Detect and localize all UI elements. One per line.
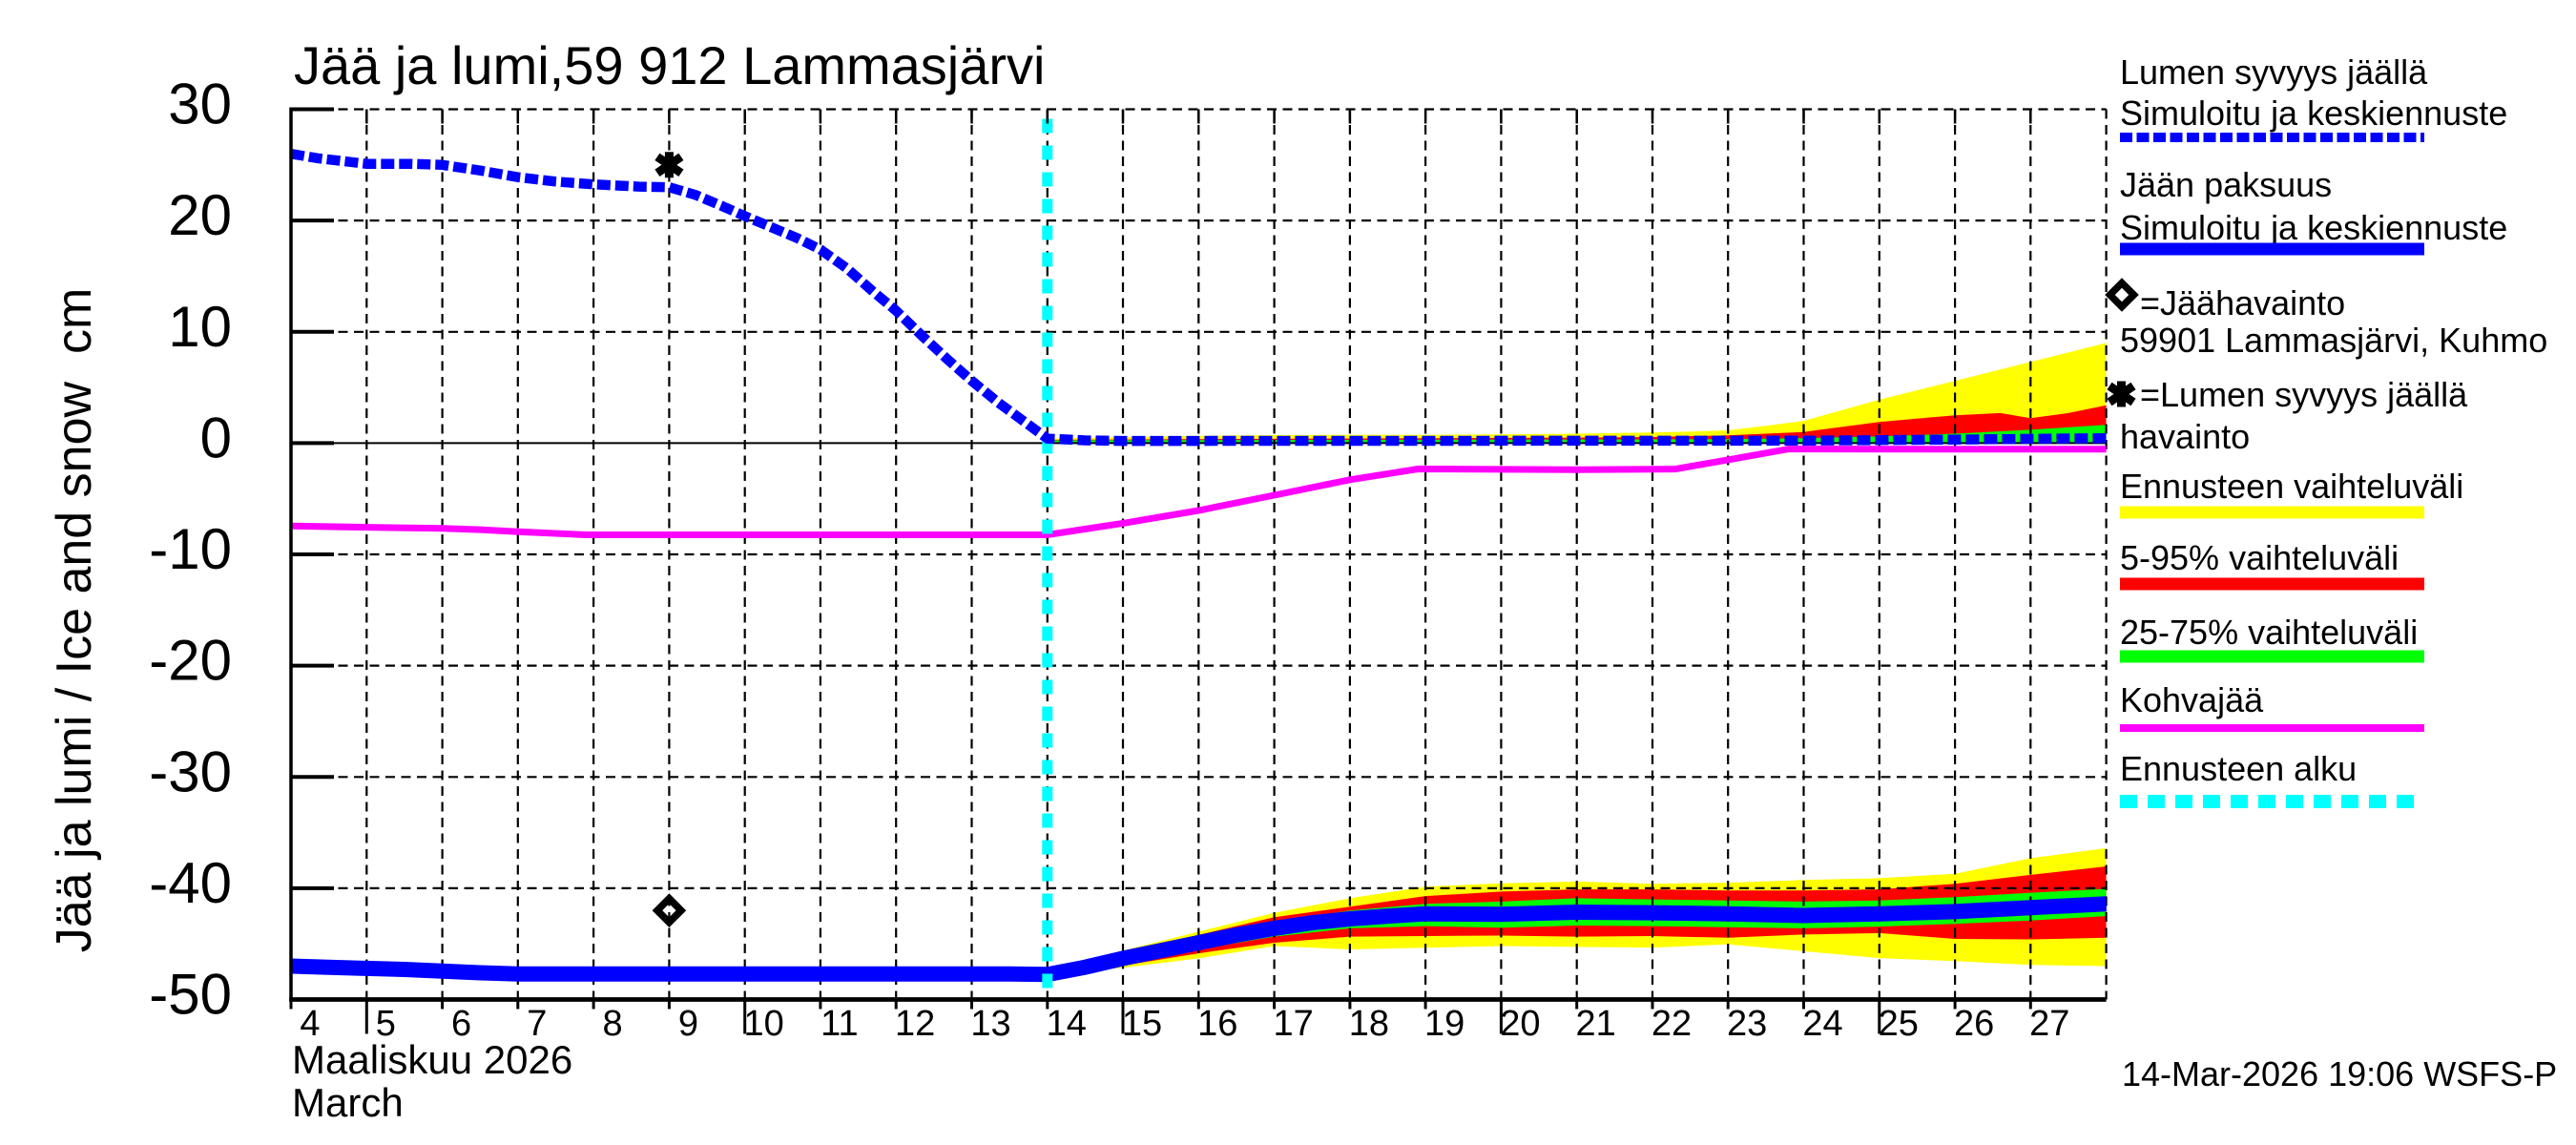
svg-text:14-Mar-2026 19:06 WSFS-P: 14-Mar-2026 19:06 WSFS-P [2122,1054,2557,1093]
svg-text:18: 18 [1349,1004,1389,1044]
svg-text:7: 7 [527,1004,547,1044]
svg-text:0: 0 [200,406,232,469]
svg-text:Simuloitu ja keskiennuste: Simuloitu ja keskiennuste [2120,208,2507,247]
svg-text:25-75% vaihteluväli: 25-75% vaihteluväli [2120,613,2418,652]
svg-text:20: 20 [168,183,232,247]
svg-text:havainto: havainto [2120,417,2250,456]
svg-text:Simuloitu ja keskiennuste: Simuloitu ja keskiennuste [2120,94,2507,133]
svg-text:4: 4 [300,1004,320,1044]
svg-text:Jää ja lumi,59 912 Lammasjärvi: Jää ja lumi,59 912 Lammasjärvi [294,35,1045,95]
svg-text:-30: -30 [149,739,232,803]
svg-text:Kohvajää: Kohvajää [2120,680,2264,719]
svg-text:=Jäähavainto: =Jäähavainto [2140,283,2345,323]
svg-text:15: 15 [1122,1004,1162,1044]
svg-text:10: 10 [168,295,232,359]
svg-text:Jää ja lumi / Ice and snow cm: Jää ja lumi / Ice and snow cm [47,288,102,953]
svg-text:17: 17 [1273,1004,1313,1044]
svg-text:=Lumen syvyys jäällä: =Lumen syvyys jäällä [2140,375,2468,414]
svg-text:5-95% vaihteluväli: 5-95% vaihteluväli [2120,538,2399,577]
svg-text:-50: -50 [149,963,232,1027]
svg-text:Ennusteen alku: Ennusteen alku [2120,749,2357,788]
svg-text:-40: -40 [149,851,232,915]
svg-text:-10: -10 [149,517,232,581]
svg-text:27: 27 [2029,1004,2069,1044]
svg-text:March: March [292,1080,404,1125]
svg-text:16: 16 [1197,1004,1237,1044]
svg-text:13: 13 [970,1004,1010,1044]
svg-text:59901 Lammasjärvi, Kuhmo: 59901 Lammasjärvi, Kuhmo [2120,321,2547,360]
svg-text:5: 5 [376,1004,396,1044]
svg-text:19: 19 [1424,1004,1465,1044]
svg-text:-20: -20 [149,629,232,693]
svg-text:10: 10 [744,1004,784,1044]
svg-text:11: 11 [821,1004,858,1044]
svg-text:Lumen syvyys jäällä: Lumen syvyys jäällä [2120,52,2428,92]
svg-text:Ennusteen vaihteluväli: Ennusteen vaihteluväli [2120,467,2463,506]
svg-text:24: 24 [1802,1004,1842,1044]
svg-text:14: 14 [1047,1004,1087,1044]
svg-text:Jään paksuus: Jään paksuus [2120,165,2332,204]
svg-text:8: 8 [603,1004,623,1044]
svg-text:23: 23 [1727,1004,1767,1044]
svg-text:9: 9 [678,1004,698,1044]
svg-text:25: 25 [1879,1004,1919,1044]
svg-text:22: 22 [1652,1004,1692,1044]
svg-text:6: 6 [451,1004,471,1044]
svg-text:30: 30 [168,73,232,136]
svg-text:Maaliskuu 2026: Maaliskuu 2026 [292,1037,572,1082]
svg-text:20: 20 [1500,1004,1540,1044]
svg-text:12: 12 [895,1004,935,1044]
svg-text:21: 21 [1576,1004,1616,1044]
svg-text:26: 26 [1954,1004,1994,1044]
